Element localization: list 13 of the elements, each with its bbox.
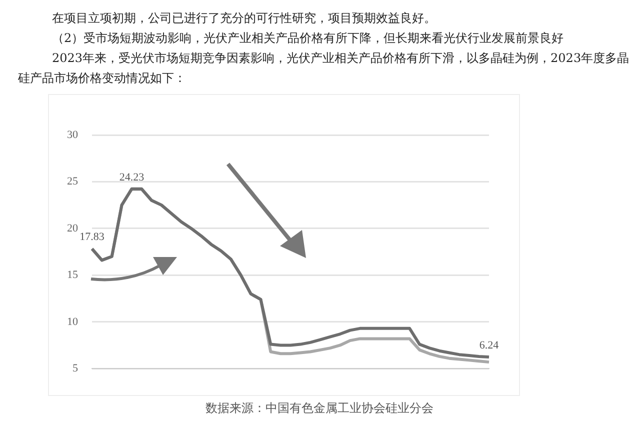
text: （2）受市场短期波动影响，光伏产业相关产品价格有所下降，但长期来看光伏行业发展前景良好 <box>51 30 565 47</box>
y-tick-label: 5 <box>72 362 78 374</box>
source-note: 数据来源：中国有色金属工业协会硅业分会 <box>204 400 434 417</box>
y-tick-label: 30 <box>67 128 78 141</box>
text: 2023年来，受光伏市场短期竞争因素影响，光伏产业相关产品价格有所下滑，以多晶硅为例，2023年度多晶硅产品市场价格变动情况如下： <box>18 50 630 87</box>
text: 在项目立项初期，公司已进行了充分的可行性研究，项目预期效益良好。 <box>51 10 437 27</box>
data-label: 17.83 <box>80 231 105 244</box>
data-label: 24.23 <box>119 171 145 184</box>
y-tick-label: 10 <box>67 316 78 328</box>
y-tick-label: 15 <box>67 269 78 282</box>
y-tick-label: 20 <box>67 222 78 234</box>
data-label: 6.24 <box>479 339 500 352</box>
y-tick-label: 25 <box>67 176 78 188</box>
